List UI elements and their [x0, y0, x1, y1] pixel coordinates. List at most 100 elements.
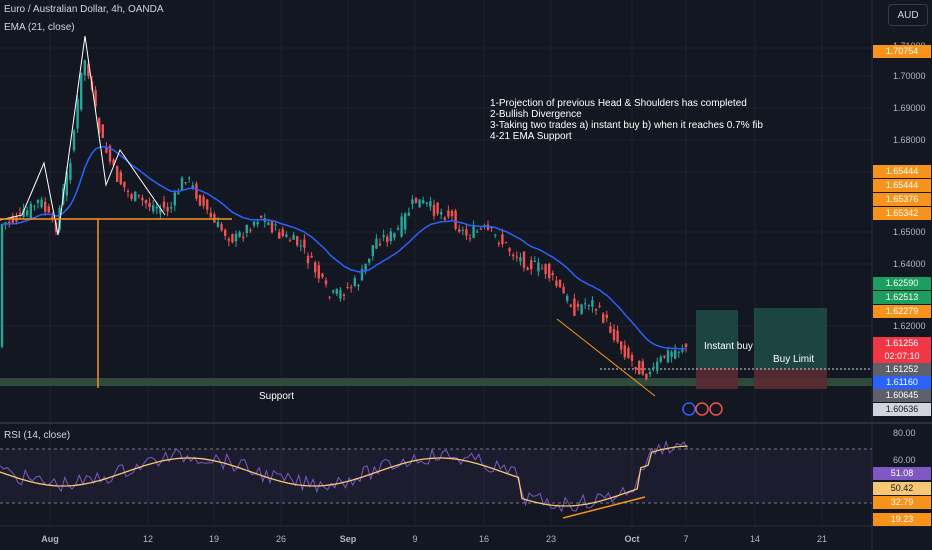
candle-body: [206, 199, 209, 210]
price-axis-label: 1.70000: [893, 71, 926, 81]
candle-body: [652, 367, 655, 369]
candle-body: [159, 208, 162, 214]
candle-body: [249, 229, 252, 232]
annotation-line: 2-Bullish Divergence: [490, 109, 582, 120]
candle-body: [116, 166, 119, 183]
candle-body: [18, 212, 22, 214]
candle-body: [72, 130, 76, 151]
candle-body: [645, 373, 648, 379]
candle-body: [80, 72, 83, 110]
candle-body: [306, 255, 310, 264]
candle-body: [580, 304, 583, 314]
price-tag: 1.60645: [873, 389, 931, 402]
candle-body: [609, 326, 612, 333]
rsi-ma-line: [0, 445, 688, 507]
instant-buy-profit-box: [696, 310, 738, 368]
symbol-title[interactable]: Euro / Australian Dollar, 4h, OANDA: [4, 4, 164, 15]
candle-body: [544, 264, 547, 275]
rsi-band: [0, 449, 872, 503]
instant-buy-label: Instant buy: [704, 341, 753, 352]
candle-body: [227, 238, 230, 241]
time-axis-label: 19: [209, 534, 219, 544]
candle-body: [339, 289, 342, 299]
time-axis-label: 7: [683, 534, 688, 544]
candle-body: [440, 212, 443, 215]
candle-body: [191, 185, 194, 188]
candle-body: [432, 204, 436, 216]
price-tag: 1.61160: [873, 376, 931, 389]
instant-buy-loss-box: [696, 368, 738, 389]
candle-body: [465, 229, 468, 236]
candle-body: [569, 304, 572, 307]
candle-body: [281, 229, 284, 236]
candle-body: [584, 303, 587, 305]
candle-body: [616, 330, 619, 342]
ema-indicator-label[interactable]: EMA (21, close): [4, 22, 75, 33]
candles: [0, 59, 688, 381]
candle-body: [558, 279, 562, 288]
candle-body: [371, 245, 374, 257]
price-axis-label: 1.65000: [893, 227, 926, 237]
candle-body: [87, 64, 90, 77]
annotation-line: 3-Taking two trades a) instant buy b) wh…: [490, 120, 763, 131]
candle-body: [76, 99, 79, 129]
rsi-axis-label: 60.00: [893, 455, 916, 465]
candle-body: [256, 221, 259, 225]
candle-body: [224, 229, 227, 236]
candle-body: [112, 159, 115, 166]
candle-body: [422, 200, 425, 204]
candle-body: [533, 260, 536, 262]
candle-body: [29, 203, 32, 219]
annotation-text[interactable]: 1-Projection of previous Head & Shoulder…: [490, 98, 763, 142]
event-icons[interactable]: [682, 402, 723, 416]
candle-body: [497, 243, 500, 245]
candle-body: [252, 221, 256, 226]
candle-body: [494, 234, 497, 236]
candle-body: [659, 356, 662, 362]
time-axis-label: 26: [276, 534, 286, 544]
candle-body: [522, 251, 526, 268]
candle-body: [123, 181, 126, 188]
candle-body: [353, 277, 356, 286]
candle-body: [364, 263, 367, 272]
candle-body: [634, 367, 637, 369]
ema-line: [1, 145, 687, 350]
candle-body: [285, 234, 288, 237]
time-axis-label: Sep: [340, 534, 357, 544]
candle-body: [101, 124, 104, 138]
candle-body: [386, 236, 389, 243]
position-tools[interactable]: [600, 308, 872, 389]
candle-body: [177, 192, 180, 194]
price-axis-label: 1.69000: [893, 103, 926, 113]
candle-body: [166, 206, 169, 212]
drawings[interactable]: [0, 35, 656, 397]
candle-body: [666, 350, 670, 363]
candle-body: [368, 258, 371, 263]
candle-body: [314, 262, 317, 273]
candle-body: [141, 197, 144, 201]
candle-body: [267, 222, 270, 225]
price-tag: 1.62590: [873, 277, 931, 290]
candle-body: [170, 207, 173, 209]
candle-body: [162, 201, 166, 208]
candle-body: [375, 238, 378, 249]
candle-body: [602, 313, 605, 323]
candle-body: [195, 183, 198, 199]
time-axis-label: 12: [143, 534, 153, 544]
candle-body: [270, 221, 274, 233]
price-tag: 1.60636: [873, 403, 931, 416]
currency-button[interactable]: AUD: [888, 4, 928, 26]
price-tag: 1.65376: [873, 193, 931, 206]
candle-body: [389, 231, 392, 242]
candle-body: [587, 304, 590, 306]
event-icon: [682, 402, 696, 416]
time-axis[interactable]: Aug 12 19 26 Sep 9 16 23 Oct 7 14 21: [41, 534, 827, 544]
candle-body: [105, 147, 108, 153]
rsi-indicator-label[interactable]: RSI (14, close): [4, 430, 71, 441]
candle-body: [461, 229, 464, 231]
candle-body: [576, 303, 580, 307]
rsi-axis-label: 80.00: [893, 428, 916, 438]
candle-body: [411, 199, 414, 205]
rsi-tag: 51.08: [873, 467, 931, 480]
